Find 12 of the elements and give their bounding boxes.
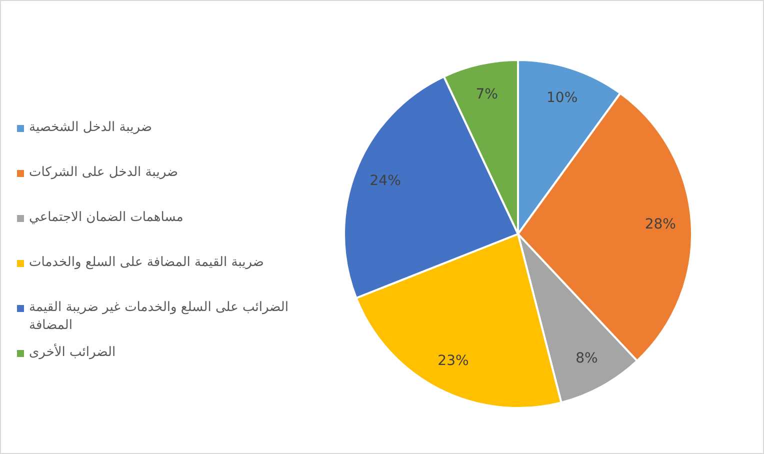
legend-label: ضريبة الدخل على الشركات	[29, 164, 178, 182]
legend-label: مساهمات الضمان الاجتماعي	[29, 209, 184, 227]
data-label: 24%	[370, 173, 401, 190]
data-label: 7%	[476, 86, 498, 102]
legend-label: ضريبة القيمة المضافة على السلع والخدمات	[29, 254, 264, 272]
legend-label: الضرائب على السلع والخدمات غير ضريبة القيمة المضافة	[29, 299, 290, 335]
data-label: 23%	[438, 352, 469, 369]
legend-label: الضرائب الأخرى	[29, 344, 116, 362]
data-label: 10%	[546, 90, 578, 106]
legend-label: ضريبة الدخل الشخصية	[29, 119, 152, 137]
data-label: 28%	[644, 216, 676, 233]
data-label: 8%	[576, 350, 598, 367]
